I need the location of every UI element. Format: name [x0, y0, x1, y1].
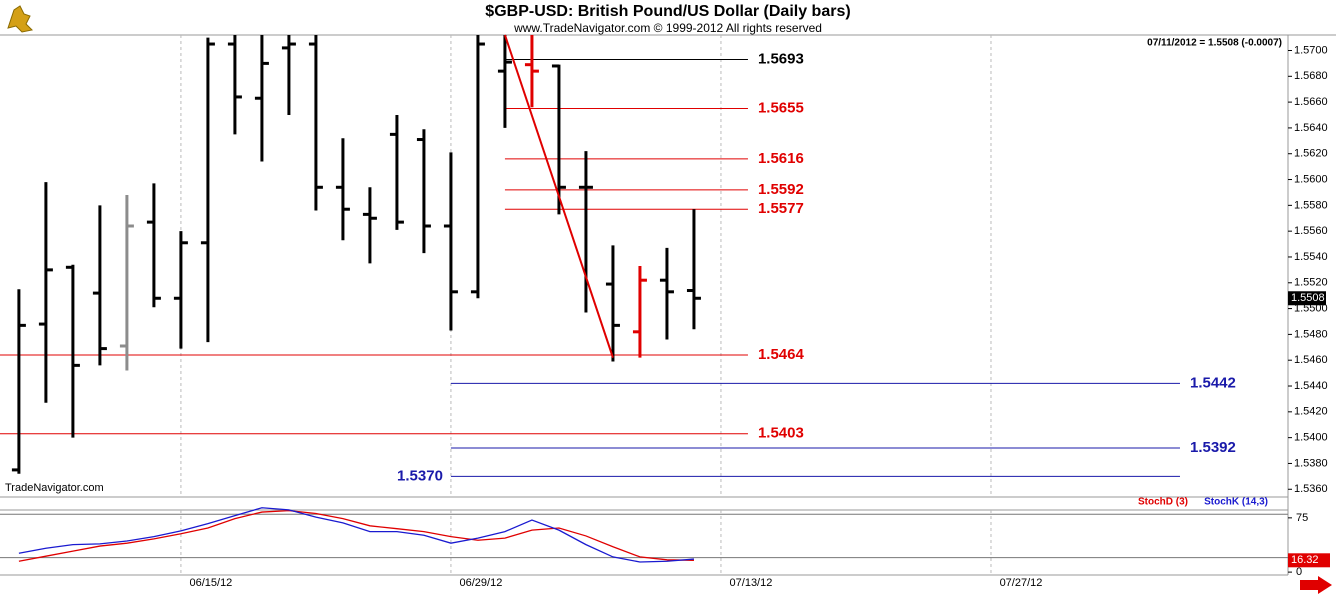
- level-label: 1.5442: [1190, 374, 1236, 391]
- level-label: 1.5592: [758, 181, 804, 198]
- y-tick-label: 1.5500: [1294, 302, 1328, 314]
- y-tick-label: 1.5580: [1294, 199, 1328, 211]
- level-label: 1.5693: [758, 50, 804, 67]
- x-tick-label: 07/13/12: [730, 577, 773, 589]
- logo: [7, 5, 34, 33]
- last-price-box: [1288, 291, 1326, 306]
- y-tick-label: 1.5440: [1294, 380, 1328, 392]
- y-tick-label: 1.5700: [1294, 44, 1328, 56]
- y-tick-label: 1.5380: [1294, 457, 1328, 469]
- last-price: 1.5508: [1291, 292, 1325, 304]
- y-tick-label: 1.5400: [1294, 432, 1328, 444]
- trendline: [503, 34, 614, 358]
- y-tick-label: 1.5460: [1294, 354, 1328, 366]
- level-label: 1.5370: [397, 467, 443, 484]
- stoch-line: [18, 509, 694, 562]
- y-tick-label: 1.5560: [1294, 225, 1328, 237]
- y-tick-label: 75: [1296, 512, 1308, 524]
- y-tick-label: 1.5540: [1294, 251, 1328, 263]
- level-label: 1.5403: [758, 425, 804, 442]
- x-tick-label: 06/29/12: [460, 577, 503, 589]
- x-tick-label: 06/15/12: [189, 577, 232, 589]
- y-tick-label: 0: [1296, 566, 1302, 578]
- chart-title: $GBP-USD: British Pound/US Dollar (Daily…: [485, 3, 850, 20]
- scroll-arrow[interactable]: [1300, 576, 1332, 594]
- last-quote: 07/11/2012 = 1.5508 (-0.0007): [1147, 38, 1282, 49]
- x-tick-label: 07/27/12: [1000, 577, 1043, 589]
- y-tick-label: 1.5600: [1294, 173, 1328, 185]
- chart-subtitle: www.TradeNavigator.com © 1999-2012 All r…: [513, 21, 822, 35]
- y-tick-label: 1.5480: [1294, 328, 1328, 340]
- last-value: 16.32: [1291, 554, 1319, 566]
- y-tick-label: 1.5520: [1294, 277, 1328, 289]
- y-tick-label: 1.5660: [1294, 96, 1328, 108]
- watermark: TradeNavigator.com: [5, 482, 104, 494]
- level-label: 1.5577: [758, 200, 804, 217]
- logo-shape: [7, 5, 34, 33]
- level-label: 1.5616: [758, 150, 804, 167]
- legend-entry: StochK (14,3): [1204, 497, 1268, 508]
- y-tick-label: 1.5420: [1294, 406, 1328, 418]
- stoch-line: [18, 507, 695, 563]
- y-tick-label: 1.5620: [1294, 148, 1328, 160]
- y-tick-label: 1.5360: [1294, 483, 1328, 495]
- level-label: 1.5464: [758, 346, 805, 363]
- level-label: 1.5392: [1190, 439, 1236, 456]
- level-label: 1.5655: [758, 100, 804, 117]
- y-tick-label: 1.5680: [1294, 70, 1328, 82]
- y-tick-label: 1.5640: [1294, 122, 1328, 134]
- legend-entry: StochD (3): [1138, 497, 1188, 508]
- last-value-box: [1288, 553, 1330, 568]
